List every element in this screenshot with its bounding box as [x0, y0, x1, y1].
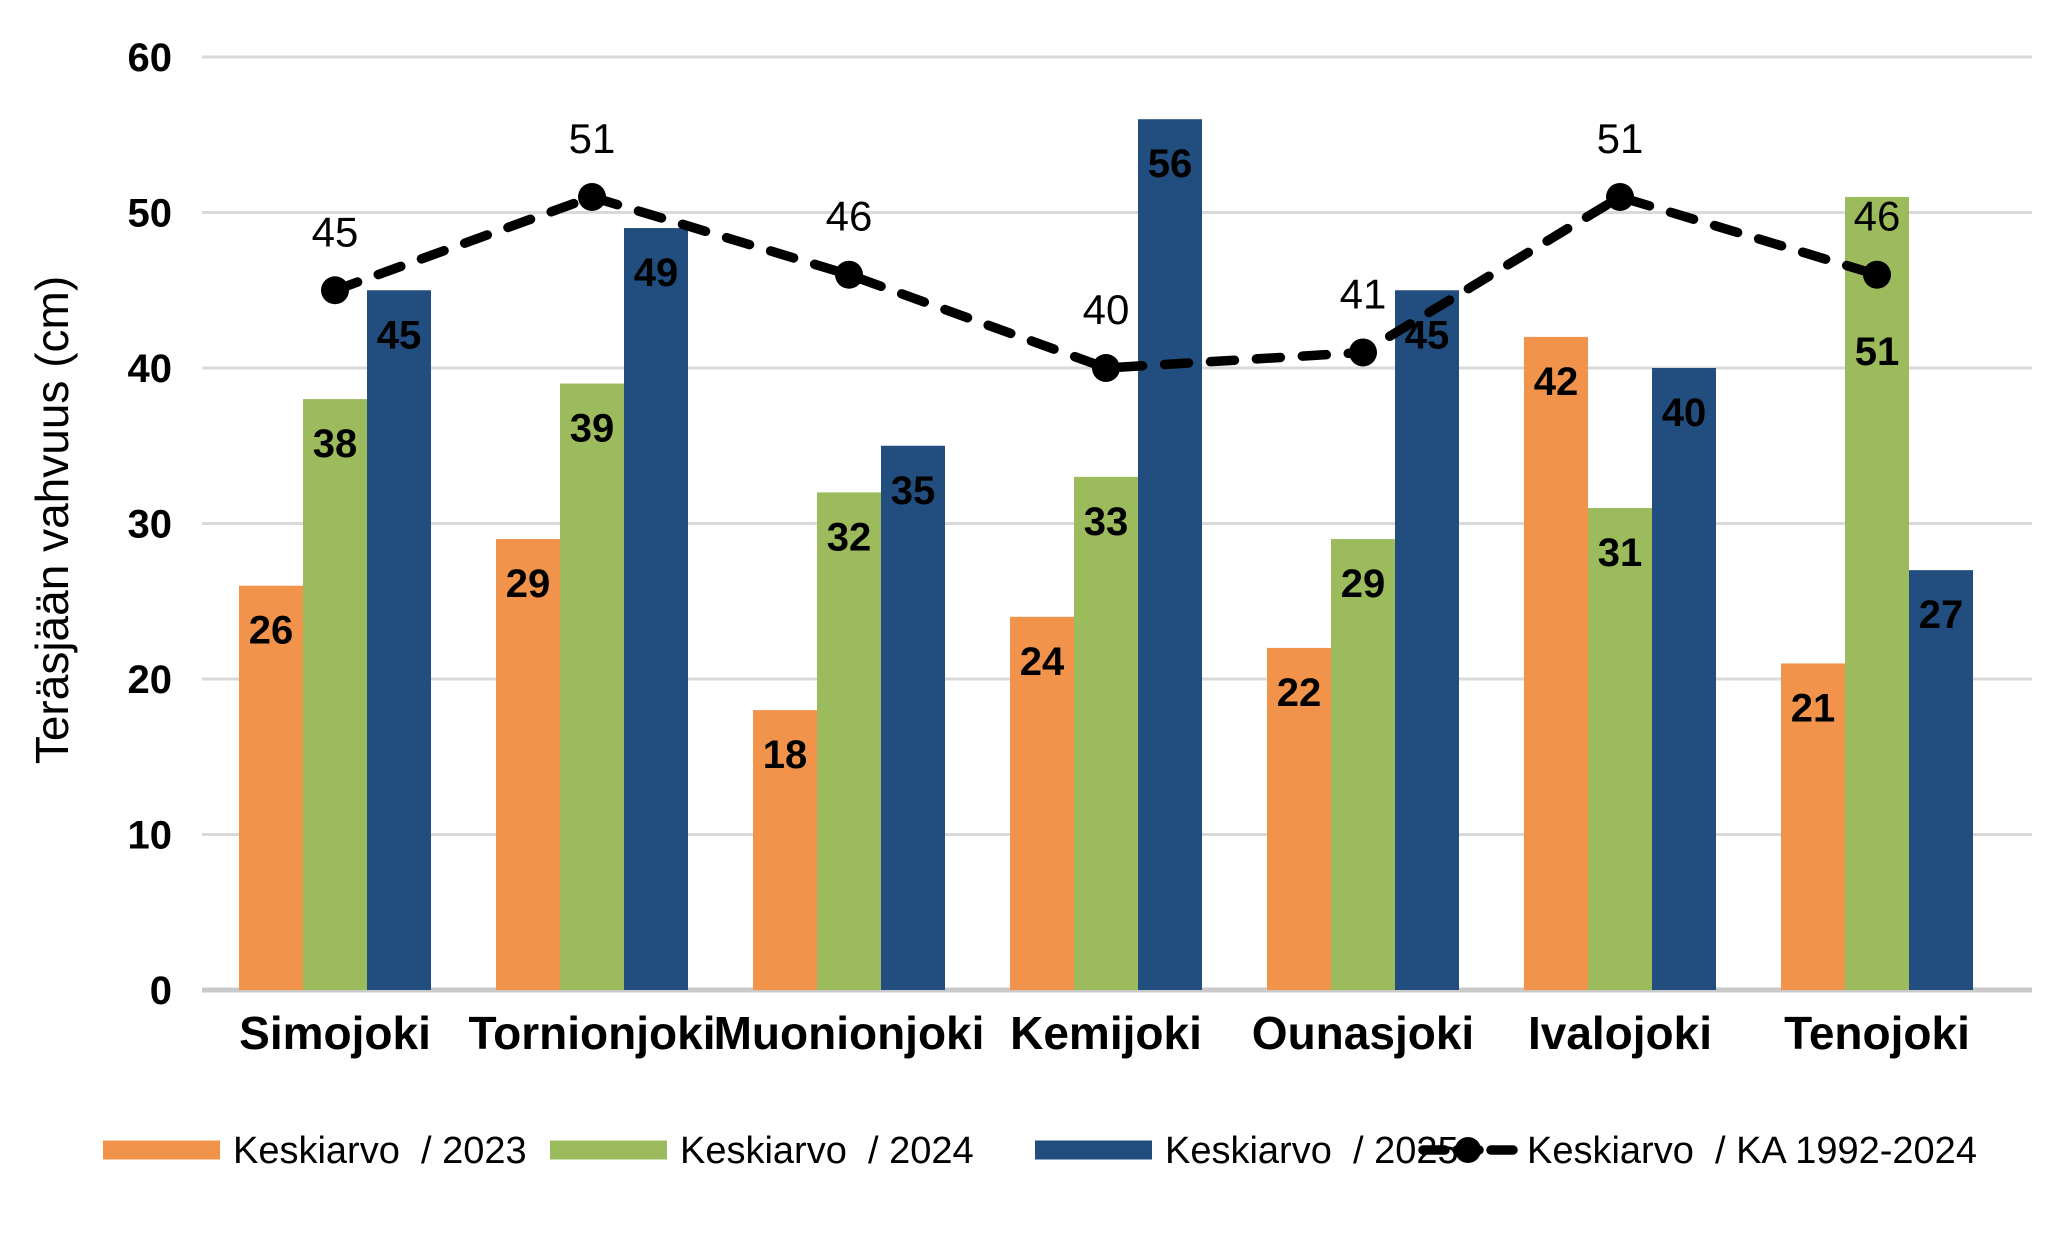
bar-muonionjoki-Keskiarvo / 2025: [881, 445, 945, 990]
bar-muonionjoki-Keskiarvo / 2023: [753, 710, 817, 990]
x-category-label-muonionjoki: Muonionjoki: [714, 1007, 985, 1059]
average-line-label-kemijoki: 40: [1083, 286, 1130, 333]
y-tick-label-60: 60: [128, 36, 173, 80]
average-line-marker-kemijoki: [1092, 354, 1120, 382]
bar-label-tenojoki: 51: [1855, 330, 1900, 374]
bar-tenojoki-Keskiarvo / 2023: [1781, 663, 1845, 990]
y-tick-label-40: 40: [128, 347, 173, 391]
bar-label-ounasjoki: 29: [1341, 562, 1386, 606]
bar-kemijoki-Keskiarvo / 2023: [1010, 616, 1074, 990]
bar-label-kemijoki: 56: [1148, 142, 1193, 186]
bar-label-ounasjoki: 22: [1277, 671, 1322, 715]
average-line-marker-tornionjoki: [578, 182, 606, 211]
average-line-label-ivalojoki: 51: [1597, 115, 1644, 162]
y-tick-label-0: 0: [150, 969, 172, 1013]
x-category-label-tenojoki: Tenojoki: [1784, 1007, 1970, 1059]
x-category-label-simojoki: Simojoki: [239, 1007, 431, 1059]
bar-tornionjoki-Keskiarvo / 2023: [496, 539, 560, 990]
bar-label-simojoki: 38: [313, 422, 358, 466]
legend-label-1: Keskiarvo / 2023: [233, 1130, 527, 1172]
average-line-label-tornionjoki: 51: [569, 115, 616, 162]
bar-tenojoki-Keskiarvo / 2024: [1845, 196, 1909, 990]
y-tick-label-50: 50: [128, 192, 173, 236]
y-axis-title: Teräsjään vahvuus (cm): [26, 276, 78, 764]
bar-label-muonionjoki: 18: [763, 733, 808, 777]
y-tick-label-10: 10: [128, 814, 173, 858]
average-line-marker-simojoki: [321, 276, 349, 305]
bar-kemijoki-Keskiarvo / 2024: [1074, 476, 1138, 991]
bar-label-ivalojoki: 42: [1534, 360, 1579, 404]
legend-swatch-3: [1035, 1140, 1152, 1160]
bar-label-kemijoki: 24: [1020, 640, 1065, 684]
average-line-marker-ivalojoki: [1606, 182, 1634, 211]
bar-ivalojoki-Keskiarvo / 2024: [1588, 507, 1652, 990]
bar-label-tornionjoki: 39: [570, 407, 615, 451]
bar-label-tornionjoki: 49: [634, 251, 679, 295]
bar-tenojoki-Keskiarvo / 2025: [1909, 570, 1973, 990]
x-category-label-kemijoki: Kemijoki: [1010, 1007, 1202, 1059]
bar-tornionjoki-Keskiarvo / 2025: [624, 228, 688, 991]
legend-label-4: Keskiarvo / KA 1992-2024: [1527, 1130, 1977, 1172]
bar-simojoki-Keskiarvo / 2024: [303, 399, 367, 991]
bar-label-ivalojoki: 40: [1662, 391, 1707, 435]
legend-label-2: Keskiarvo / 2024: [680, 1130, 974, 1172]
x-category-label-ounasjoki: Ounasjoki: [1252, 1007, 1474, 1059]
legend-swatch-1: [103, 1140, 220, 1160]
legend-line-marker: [1455, 1137, 1481, 1163]
bar-kemijoki-Keskiarvo / 2025: [1138, 119, 1202, 990]
bar-label-muonionjoki: 35: [891, 469, 936, 513]
average-line-label-tenojoki: 46: [1854, 193, 1901, 240]
average-line-marker-muonionjoki: [835, 260, 863, 289]
bar-ivalojoki-Keskiarvo / 2025: [1652, 368, 1716, 990]
bar-ounasjoki-Keskiarvo / 2024: [1331, 539, 1395, 990]
bar-ounasjoki-Keskiarvo / 2025: [1395, 290, 1459, 990]
bar-tornionjoki-Keskiarvo / 2024: [560, 383, 624, 990]
bar-simojoki-Keskiarvo / 2025: [367, 290, 431, 990]
bar-ivalojoki-Keskiarvo / 2023: [1524, 336, 1588, 990]
average-line-label-muonionjoki: 46: [826, 193, 873, 240]
y-tick-label-20: 20: [128, 658, 173, 702]
y-tick-label-30: 30: [128, 503, 173, 547]
average-line-label-simojoki: 45: [312, 208, 359, 255]
bar-label-tornionjoki: 29: [506, 562, 551, 606]
bar-label-tenojoki: 21: [1791, 686, 1836, 730]
average-line-label-ounasjoki: 41: [1340, 270, 1387, 317]
average-line-marker-tenojoki: [1863, 260, 1891, 289]
bar-muonionjoki-Keskiarvo / 2024: [817, 492, 881, 990]
bar-label-ivalojoki: 31: [1598, 531, 1643, 575]
average-line-marker-ounasjoki: [1349, 338, 1377, 367]
x-category-label-ivalojoki: Ivalojoki: [1528, 1007, 1712, 1059]
bar-simojoki-Keskiarvo / 2023: [239, 585, 303, 990]
x-category-label-tornionjoki: Tornionjoki: [468, 1007, 715, 1059]
bar-label-simojoki: 45: [377, 313, 422, 357]
bar-label-muonionjoki: 32: [827, 515, 872, 559]
legend-swatch-2: [550, 1140, 667, 1160]
bar-ounasjoki-Keskiarvo / 2023: [1267, 647, 1331, 990]
bar-label-simojoki: 26: [249, 609, 294, 653]
legend-label-3: Keskiarvo / 2025: [1165, 1130, 1459, 1172]
bar-label-kemijoki: 33: [1084, 500, 1129, 544]
bar-label-tenojoki: 27: [1919, 593, 1964, 637]
